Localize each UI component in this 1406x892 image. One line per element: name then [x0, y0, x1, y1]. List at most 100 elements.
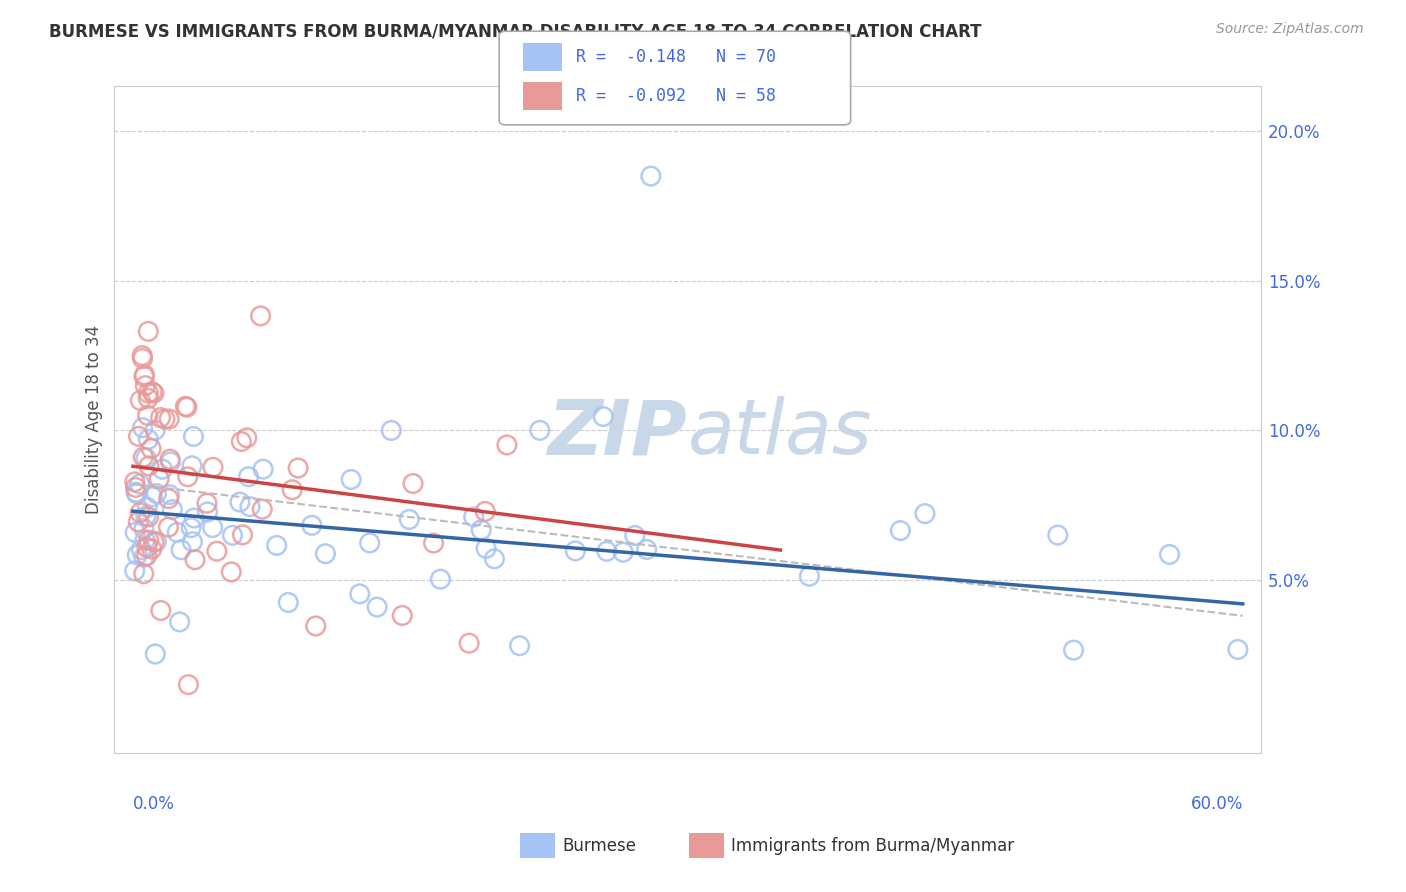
Point — [252, 462, 274, 476]
Point — [125, 485, 148, 500]
Point — [135, 549, 157, 563]
Point — [169, 615, 191, 629]
Point — [143, 534, 166, 549]
Point — [509, 639, 531, 653]
Point — [132, 369, 155, 384]
Point — [128, 429, 150, 443]
Text: atlas: atlas — [688, 396, 872, 470]
Point — [159, 452, 181, 467]
Point — [176, 400, 198, 414]
Point — [138, 433, 160, 447]
Point — [529, 423, 551, 437]
Point — [143, 647, 166, 661]
Point — [132, 450, 155, 464]
Point — [239, 500, 262, 514]
Point — [141, 490, 163, 504]
Point — [305, 619, 328, 633]
Point — [636, 542, 658, 557]
Point — [475, 541, 498, 556]
Text: R =  -0.092   N = 58: R = -0.092 N = 58 — [576, 87, 776, 105]
Point — [287, 461, 309, 475]
Point — [340, 473, 363, 487]
Point — [131, 349, 153, 363]
Point — [149, 603, 172, 617]
Point — [231, 528, 253, 542]
Point — [157, 491, 180, 506]
Point — [1063, 643, 1085, 657]
Point — [138, 510, 160, 524]
Y-axis label: Disability Age 18 to 34: Disability Age 18 to 34 — [86, 326, 103, 515]
Point — [132, 550, 155, 565]
Point — [1159, 548, 1181, 562]
Point — [124, 525, 146, 540]
Point — [129, 393, 152, 408]
Point — [132, 566, 155, 581]
Point — [221, 565, 243, 579]
Point — [301, 518, 323, 533]
Point — [180, 521, 202, 535]
Point — [157, 520, 180, 534]
Point — [145, 534, 167, 549]
Point — [136, 392, 159, 406]
Point — [470, 523, 492, 537]
Point — [135, 451, 157, 466]
Point — [592, 409, 614, 424]
Point — [221, 528, 243, 542]
Text: Source: ZipAtlas.com: Source: ZipAtlas.com — [1216, 22, 1364, 37]
Text: ZIP: ZIP — [548, 396, 688, 470]
Point — [136, 325, 159, 339]
Point — [1226, 642, 1249, 657]
Point — [125, 486, 148, 500]
Point — [205, 544, 228, 558]
Point — [162, 502, 184, 516]
Point — [148, 472, 170, 486]
Point — [201, 520, 224, 534]
Point — [238, 469, 260, 483]
Point — [474, 504, 496, 518]
Point — [422, 536, 444, 550]
Point — [181, 534, 204, 549]
Point — [135, 509, 157, 524]
Point — [136, 500, 159, 515]
Point — [231, 434, 253, 449]
Point — [596, 544, 619, 558]
Point — [124, 480, 146, 494]
Point — [131, 351, 153, 366]
Point — [429, 572, 451, 586]
Point — [624, 528, 647, 542]
Point — [277, 595, 299, 609]
Point — [463, 510, 485, 524]
Point — [149, 410, 172, 425]
Point — [197, 505, 219, 519]
Point — [349, 587, 371, 601]
Point — [366, 600, 388, 615]
Point — [612, 545, 634, 559]
Point — [138, 533, 160, 548]
Point — [159, 488, 181, 502]
Point — [134, 368, 156, 382]
Point — [799, 569, 821, 583]
Point — [229, 495, 252, 509]
Point — [201, 460, 224, 475]
Text: 0.0%: 0.0% — [134, 796, 174, 814]
Point — [139, 442, 162, 456]
Point — [640, 169, 662, 183]
Point — [402, 476, 425, 491]
Point — [129, 506, 152, 520]
Point — [391, 608, 413, 623]
Point — [136, 541, 159, 555]
Point — [183, 429, 205, 443]
Text: 60.0%: 60.0% — [1191, 796, 1243, 814]
Text: Immigrants from Burma/Myanmar: Immigrants from Burma/Myanmar — [731, 837, 1014, 855]
Point — [136, 386, 159, 401]
Point — [281, 483, 304, 497]
Text: R =  -0.148   N = 70: R = -0.148 N = 70 — [576, 48, 776, 66]
Point — [177, 678, 200, 692]
Point — [174, 400, 197, 414]
Point — [152, 462, 174, 476]
Point — [157, 412, 180, 426]
Point — [914, 507, 936, 521]
Point — [127, 548, 149, 562]
Point — [132, 522, 155, 536]
Text: Burmese: Burmese — [562, 837, 637, 855]
